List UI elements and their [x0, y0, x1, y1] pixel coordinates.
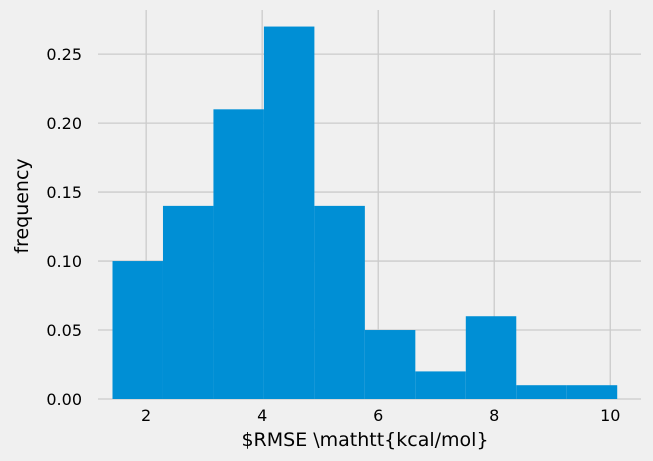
histogram-bar: [112, 261, 163, 399]
histogram-bar: [314, 205, 365, 399]
y-axis-label: frequency: [11, 158, 33, 253]
histogram-bars: [112, 26, 618, 399]
x-tick-labels: 2 4 6 8 10: [141, 406, 620, 425]
y-tick-label: 0.25: [46, 45, 82, 64]
x-tick-label: 2: [141, 406, 151, 425]
histogram-bar: [465, 316, 517, 399]
x-axis-label: $RMSE \mathtt{kcal/mol}: [241, 429, 488, 451]
y-tick-label: 0.00: [46, 390, 82, 409]
x-tick-label: 6: [373, 406, 383, 425]
y-tick-label: 0.10: [46, 252, 82, 271]
histogram-bar: [364, 330, 416, 399]
histogram-bar: [566, 385, 618, 399]
x-tick-label: 4: [257, 406, 267, 425]
y-tick-label: 0.20: [46, 114, 82, 133]
y-tick-label: 0.15: [46, 183, 82, 202]
histogram-bar: [415, 371, 466, 399]
x-tick-label: 8: [489, 406, 499, 425]
y-tick-labels: 0.00 0.05 0.10 0.15 0.20 0.25: [46, 45, 82, 409]
histogram-bar: [516, 385, 567, 399]
histogram-bar: [213, 109, 264, 399]
x-tick-label: 10: [600, 406, 620, 425]
histogram-bar: [263, 26, 315, 399]
y-tick-label: 0.05: [46, 321, 82, 340]
histogram-bar: [162, 205, 214, 399]
